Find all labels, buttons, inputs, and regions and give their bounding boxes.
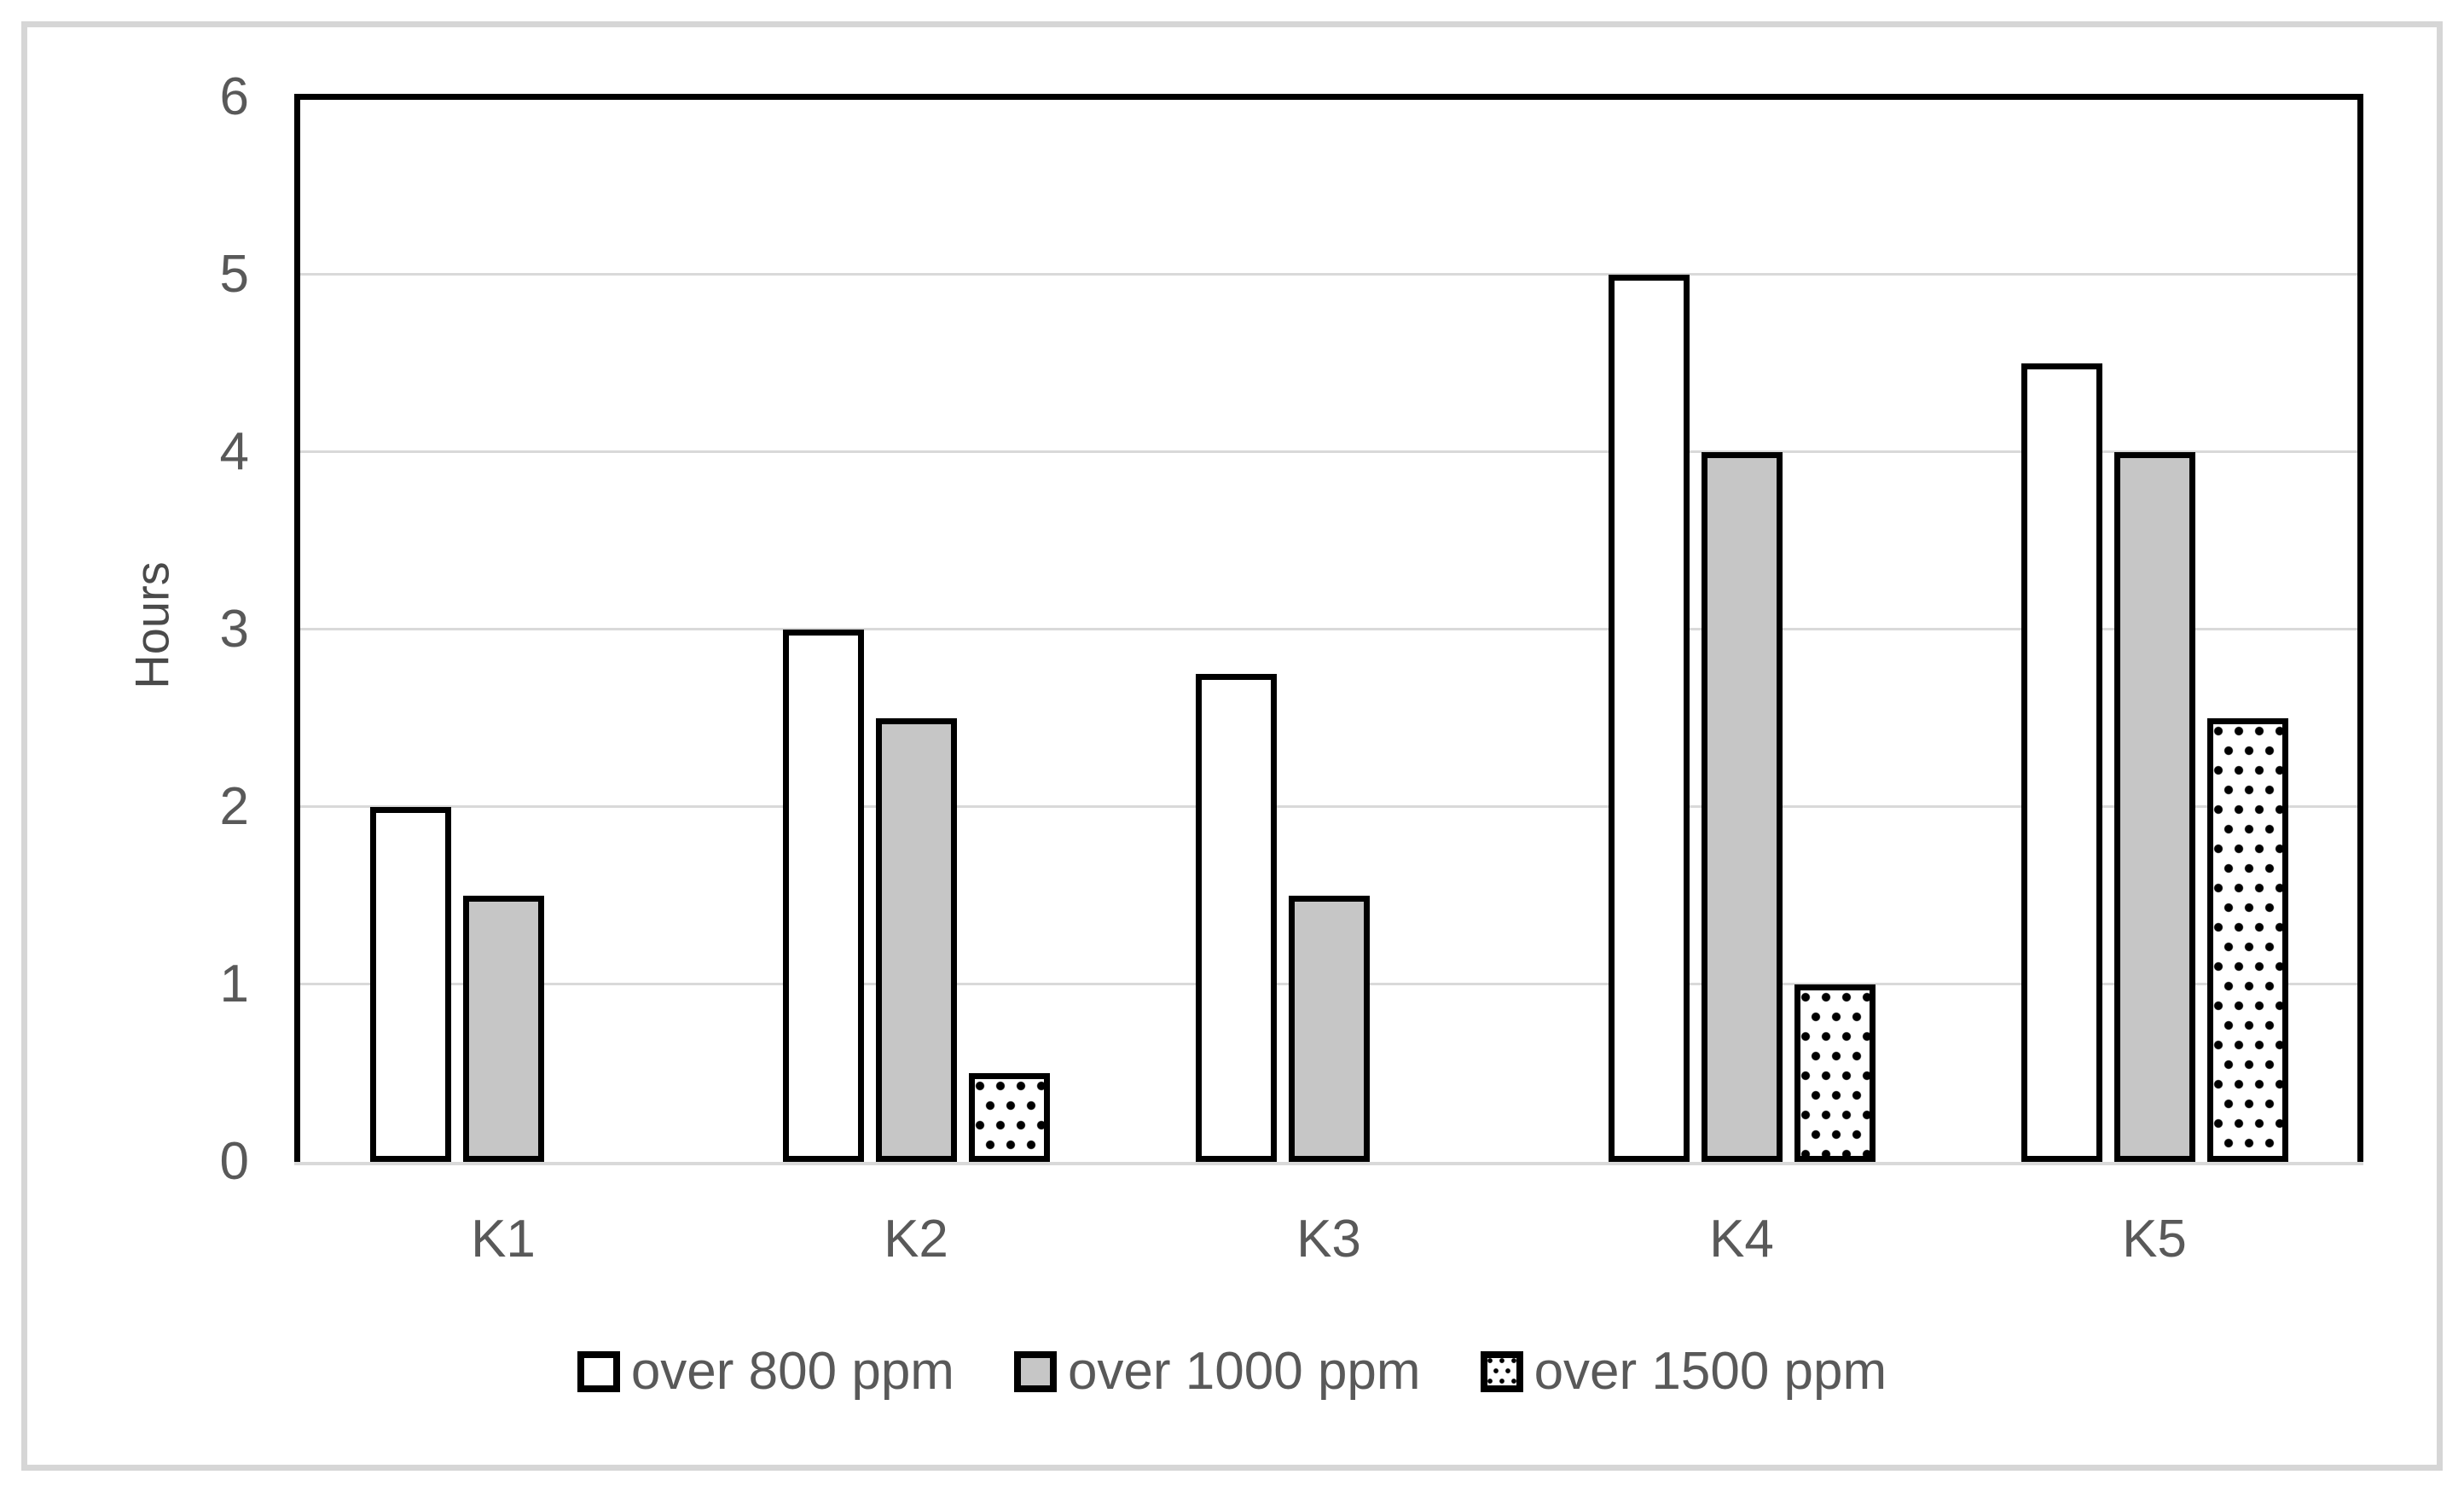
y-axis-tick-label: 2	[219, 776, 249, 836]
legend-label: over 1000 ppm	[1067, 1342, 1421, 1401]
legend-item-over-800-ppm: over 800 ppm	[577, 1342, 954, 1402]
legend-swatch-dotted	[1480, 1351, 1523, 1392]
y-axis-tick-label: 1	[219, 954, 249, 1013]
x-axis-tick-label: K5	[2122, 1210, 2187, 1268]
bar-over-1500-ppm-k5	[2206, 717, 2288, 1162]
x-axis-tick-label: K2	[884, 1210, 948, 1268]
legend-label: over 800 ppm	[630, 1342, 954, 1401]
legend-item-over-1000-ppm: over 1000 ppm	[1013, 1342, 1421, 1402]
x-axis-line	[294, 1162, 2363, 1165]
legend-item-over-1500-ppm: over 1500 ppm	[1480, 1342, 1887, 1402]
y-axis-tick-label: 0	[219, 1132, 249, 1191]
y-axis-tick-label: 3	[219, 599, 249, 659]
gridline	[300, 450, 2357, 454]
y-axis-tick-label: 4	[219, 421, 249, 481]
legend: over 800 ppm over 1000 ppm over 1500 ppm	[0, 1339, 2464, 1404]
y-axis-tick-label: 5	[219, 244, 249, 304]
bar-over-800-ppm-k4	[1608, 274, 1690, 1162]
bar-over-1500-ppm-k2	[968, 1072, 1050, 1162]
bar-over-1000-ppm-k2	[875, 717, 957, 1162]
bar-over-1000-ppm-k5	[2113, 451, 2195, 1162]
x-axis-tick-label: K4	[1709, 1210, 1774, 1268]
plot-area	[294, 94, 2363, 1164]
gridline	[300, 273, 2357, 276]
bar-over-1000-ppm-k1	[462, 895, 544, 1162]
bar-over-800-ppm-k5	[2020, 363, 2102, 1162]
x-axis-tick-label: K1	[471, 1210, 536, 1268]
legend-swatch-white	[577, 1351, 620, 1392]
bar-over-1000-ppm-k4	[1701, 451, 1783, 1162]
gridline	[300, 628, 2357, 631]
y-axis-tick-label: 6	[219, 67, 249, 126]
bar-over-1000-ppm-k3	[1288, 895, 1370, 1162]
x-axis-tick-label: K3	[1296, 1210, 1361, 1268]
bar-over-800-ppm-k1	[369, 806, 451, 1162]
bar-over-800-ppm-k2	[782, 629, 864, 1162]
gridline	[300, 805, 2357, 809]
legend-swatch-gray	[1013, 1351, 1057, 1392]
bar-over-800-ppm-k3	[1195, 673, 1277, 1162]
legend-label: over 1500 ppm	[1533, 1342, 1887, 1401]
bar-over-1500-ppm-k4	[1794, 984, 1876, 1162]
